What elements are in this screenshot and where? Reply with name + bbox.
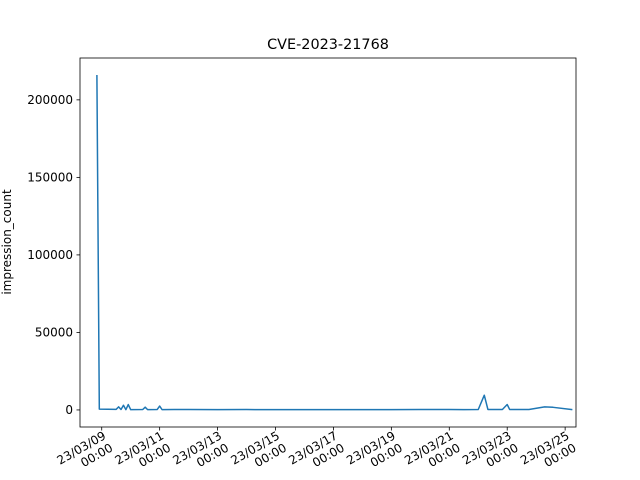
chart-title: CVE-2023-21768 bbox=[267, 37, 389, 53]
x-tick-label: 23/03/2100:00 bbox=[402, 428, 463, 479]
x-tick-label: 23/03/0900:00 bbox=[55, 428, 116, 479]
y-tick-label: 150000 bbox=[27, 171, 73, 185]
y-tick-label: 50000 bbox=[35, 326, 73, 340]
plot-area bbox=[96, 75, 573, 411]
y-tick-label: 100000 bbox=[27, 248, 73, 262]
x-tick-label: 23/03/2500:00 bbox=[518, 428, 579, 479]
x-tick-label: 23/03/2300:00 bbox=[460, 428, 521, 479]
y-tick-label: 0 bbox=[65, 403, 73, 417]
x-axis: 23/03/0900:0023/03/1100:0023/03/1300:002… bbox=[55, 427, 579, 479]
y-axis-label: impression_count bbox=[0, 189, 14, 295]
x-tick-label: 23/03/1100:00 bbox=[112, 428, 173, 479]
y-tick-label: 200000 bbox=[27, 93, 73, 107]
x-tick-label: 23/03/1500:00 bbox=[228, 428, 289, 479]
x-tick-label: 23/03/1700:00 bbox=[286, 428, 347, 479]
axes-frame bbox=[79, 57, 577, 428]
x-tick-label: 23/03/1900:00 bbox=[344, 428, 405, 479]
x-tick-label: 23/03/1300:00 bbox=[170, 428, 231, 479]
y-axis: 0 50000 100000 150000 200000 bbox=[27, 93, 80, 417]
series-line bbox=[96, 75, 573, 411]
